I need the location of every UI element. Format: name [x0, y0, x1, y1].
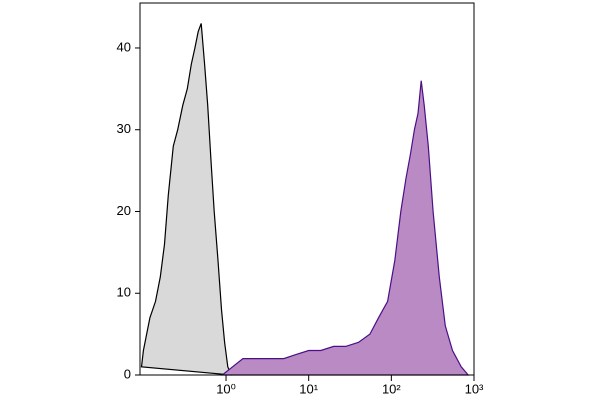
- y-tick-label: 10: [117, 285, 131, 300]
- y-tick-label: 0: [124, 366, 131, 381]
- histogram-area: [140, 23, 233, 376]
- y-tick-label: 30: [117, 121, 131, 136]
- plot-frame: [139, 2, 475, 376]
- y-tick-label: 20: [117, 203, 131, 218]
- x-tick-label: 10²: [382, 381, 401, 396]
- y-tick-label: 40: [117, 39, 131, 54]
- x-tick-label: 10⁰: [216, 381, 236, 396]
- histogram-area: [220, 80, 470, 376]
- x-tick-label: 10¹: [299, 381, 318, 396]
- x-tick-label: 10³: [465, 381, 484, 396]
